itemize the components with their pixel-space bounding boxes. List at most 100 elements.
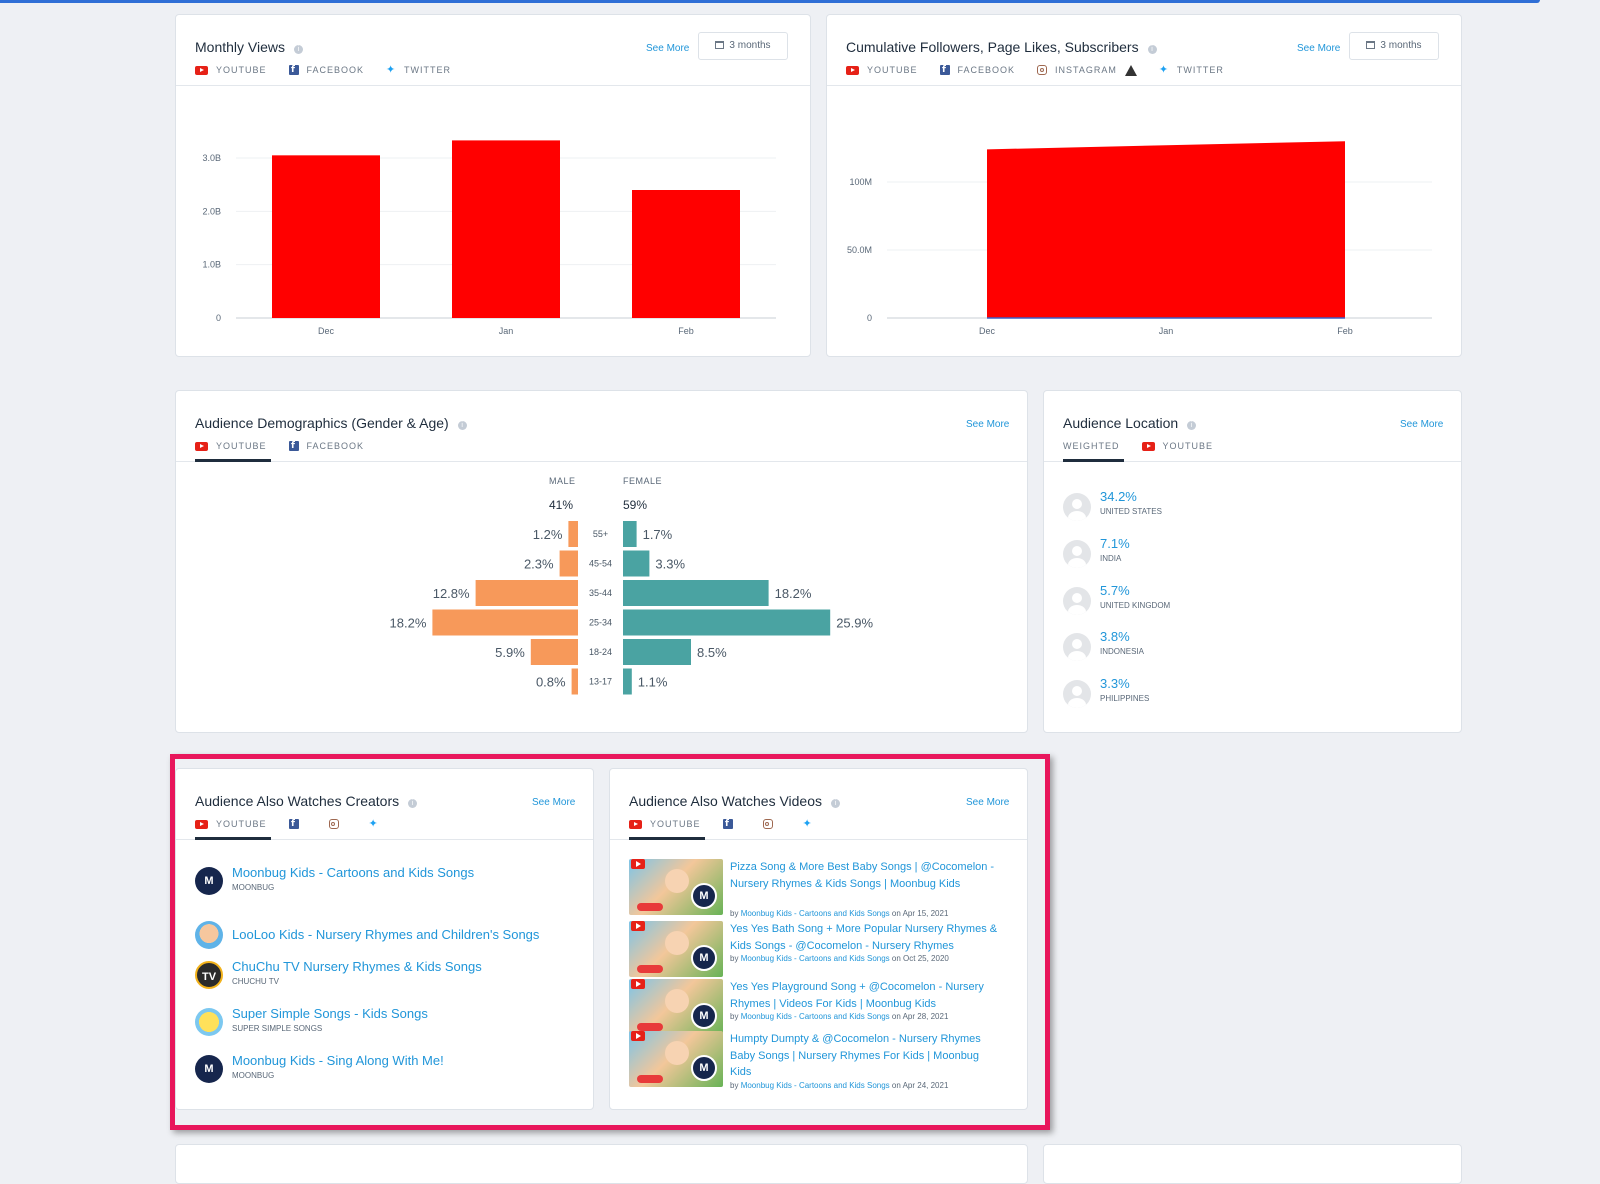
video-thumbnail[interactable]: M bbox=[629, 921, 723, 977]
cocomelon-logo bbox=[637, 903, 663, 911]
character-graphic bbox=[665, 869, 689, 893]
card-title: Monthly Views i bbox=[195, 39, 304, 55]
video-item: M Yes Yes Playground Song + @Cocomelon - … bbox=[629, 979, 1009, 1041]
date-range-button[interactable]: 3 months bbox=[1349, 32, 1439, 60]
location-country: UNITED KINGDOM bbox=[1100, 600, 1171, 610]
info-icon[interactable]: i bbox=[1147, 45, 1157, 54]
video-thumbnail[interactable]: M bbox=[629, 979, 723, 1035]
tab-facebook[interactable]: f FACEBOOK bbox=[288, 438, 365, 454]
tab-youtube[interactable]: YOUTUBE bbox=[1141, 438, 1214, 454]
info-icon[interactable]: i bbox=[294, 45, 304, 54]
card-title: Audience Demographics (Gender & Age) i bbox=[195, 415, 467, 431]
see-more-link[interactable]: See More bbox=[532, 797, 576, 808]
tab-youtube[interactable]: YOUTUBE bbox=[195, 62, 267, 78]
age-group-label: 18-24 bbox=[589, 647, 612, 657]
youtube-icon bbox=[195, 441, 208, 451]
creator-name-link[interactable]: LooLoo Kids - Nursery Rhymes and Childre… bbox=[232, 927, 540, 942]
location-item: 5.7% UNITED KINGDOM bbox=[1063, 583, 1443, 623]
twitter-icon: ✦ bbox=[368, 818, 379, 830]
info-icon[interactable]: i bbox=[408, 799, 418, 808]
location-percent[interactable]: 3.8% bbox=[1100, 629, 1130, 645]
country-avatar-icon bbox=[1063, 586, 1091, 615]
tab-twitter[interactable]: ✦ bbox=[369, 816, 387, 832]
male-value-label: 1.2% bbox=[533, 527, 563, 542]
see-more-link[interactable]: See More bbox=[1400, 419, 1444, 430]
see-more-link[interactable]: See More bbox=[966, 419, 1010, 430]
platform-tabs: YOUTUBE f FACEBOOK ✦ TWITTER bbox=[195, 62, 473, 78]
y-tick-label: 50.0M bbox=[847, 245, 872, 255]
see-more-link[interactable]: See More bbox=[1297, 43, 1341, 54]
info-icon[interactable]: i bbox=[831, 799, 841, 808]
creator-avatar[interactable]: M bbox=[195, 867, 223, 895]
creator-name-link[interactable]: ChuChu TV Nursery Rhymes & Kids Songs bbox=[232, 959, 482, 974]
male-label: MALE bbox=[549, 476, 576, 486]
country-avatar-icon bbox=[1063, 539, 1091, 568]
creator-item: M Moonbug Kids - Cartoons and Kids Songs M… bbox=[195, 865, 575, 901]
tab-weighted[interactable]: WEIGHTED bbox=[1063, 438, 1123, 462]
channel-link[interactable]: Moonbug Kids - Cartoons and Kids Songs bbox=[740, 954, 890, 963]
see-more-link[interactable]: See More bbox=[966, 797, 1010, 808]
date-range-button[interactable]: 3 months bbox=[698, 32, 788, 60]
tab-instagram[interactable]: INSTAGRAM bbox=[1037, 62, 1137, 78]
tab-facebook[interactable]: f bbox=[288, 816, 307, 832]
y-tick-label: 3.0B bbox=[202, 153, 221, 163]
tab-facebook[interactable]: f FACEBOOK bbox=[939, 62, 1016, 78]
location-item: 3.3% PHILIPPINES bbox=[1063, 676, 1443, 716]
tab-twitter[interactable]: ✦ TWITTER bbox=[386, 64, 452, 76]
facebook-icon: f bbox=[939, 65, 950, 75]
creator-name-link[interactable]: Super Simple Songs - Kids Songs bbox=[232, 1006, 428, 1021]
video-title-link[interactable]: Pizza Song & More Best Baby Songs | @Coc… bbox=[730, 861, 995, 890]
channel-link[interactable]: Moonbug Kids - Cartoons and Kids Songs bbox=[740, 1012, 890, 1021]
facebook-icon: f bbox=[288, 65, 299, 75]
on-label: on bbox=[891, 909, 901, 918]
video-date: Apr 24, 2021 bbox=[902, 1081, 949, 1090]
video-title-link[interactable]: Yes Yes Bath Song + More Popular Nursery… bbox=[730, 923, 998, 952]
creator-avatar[interactable]: M bbox=[195, 1055, 223, 1083]
character-graphic bbox=[665, 1041, 689, 1065]
tab-youtube[interactable]: YOUTUBE bbox=[846, 62, 918, 78]
info-icon[interactable]: i bbox=[1187, 421, 1197, 430]
tab-instagram[interactable] bbox=[328, 816, 347, 832]
video-item: M Humpty Dumpty & @Cocomelon - Nursery Rh… bbox=[629, 1031, 1009, 1093]
age-group-label: 45-54 bbox=[589, 559, 612, 569]
video-thumbnail[interactable]: M bbox=[629, 1031, 723, 1087]
male-value-label: 5.9% bbox=[495, 645, 525, 660]
see-more-link[interactable]: See More bbox=[646, 43, 690, 54]
video-thumbnail[interactable]: M bbox=[629, 859, 723, 915]
location-percent[interactable]: 34.2% bbox=[1100, 489, 1137, 504]
channel-link[interactable]: Moonbug Kids - Cartoons and Kids Songs bbox=[740, 1081, 890, 1090]
creator-name-link[interactable]: Moonbug Kids - Cartoons and Kids Songs bbox=[232, 865, 475, 880]
channel-link[interactable]: Moonbug Kids - Cartoons and Kids Songs bbox=[740, 909, 890, 918]
youtube-icon bbox=[195, 819, 208, 829]
creator-avatar[interactable] bbox=[195, 1008, 223, 1036]
youtube-icon bbox=[195, 65, 208, 75]
creator-name-link[interactable]: Moonbug Kids - Sing Along With Me! bbox=[232, 1053, 444, 1068]
video-date: Apr 15, 2021 bbox=[902, 909, 949, 918]
tab-twitter[interactable]: ✦ bbox=[803, 816, 821, 832]
location-percent[interactable]: 7.1% bbox=[1100, 535, 1130, 551]
tab-facebook[interactable]: f FACEBOOK bbox=[288, 62, 365, 78]
creator-avatar[interactable] bbox=[195, 921, 223, 949]
location-percent[interactable]: 3.3% bbox=[1100, 676, 1130, 692]
video-title-link[interactable]: Humpty Dumpty & @Cocomelon - Nursery Rhy… bbox=[730, 1033, 981, 1078]
video-title-link[interactable]: Yes Yes Playground Song + @Cocomelon - N… bbox=[730, 981, 984, 1010]
tab-youtube[interactable]: YOUTUBE bbox=[195, 816, 271, 840]
facebook-icon: f bbox=[288, 441, 299, 451]
info-icon[interactable]: i bbox=[457, 421, 467, 430]
female-value-label: 25.9% bbox=[836, 616, 873, 631]
creator-item: Super Simple Songs - Kids Songs SUPER SIM… bbox=[195, 1006, 575, 1042]
x-tick-label: Feb bbox=[1337, 326, 1353, 336]
location-percent[interactable]: 5.7% bbox=[1100, 582, 1130, 598]
tab-facebook[interactable]: f bbox=[722, 816, 741, 832]
tab-twitter[interactable]: ✦ TWITTER bbox=[1158, 64, 1224, 76]
tab-youtube[interactable]: YOUTUBE bbox=[195, 438, 271, 462]
x-tick-label: Jan bbox=[499, 326, 514, 336]
tab-instagram[interactable] bbox=[762, 816, 781, 832]
character-graphic bbox=[665, 989, 689, 1013]
tab-youtube[interactable]: YOUTUBE bbox=[629, 816, 705, 840]
card-title: Audience Also Watches Creators i bbox=[195, 793, 418, 809]
age-group-label: 13-17 bbox=[589, 677, 612, 687]
male-bar bbox=[530, 639, 578, 665]
creator-avatar[interactable]: TV bbox=[195, 961, 223, 989]
area-series bbox=[987, 141, 1345, 318]
